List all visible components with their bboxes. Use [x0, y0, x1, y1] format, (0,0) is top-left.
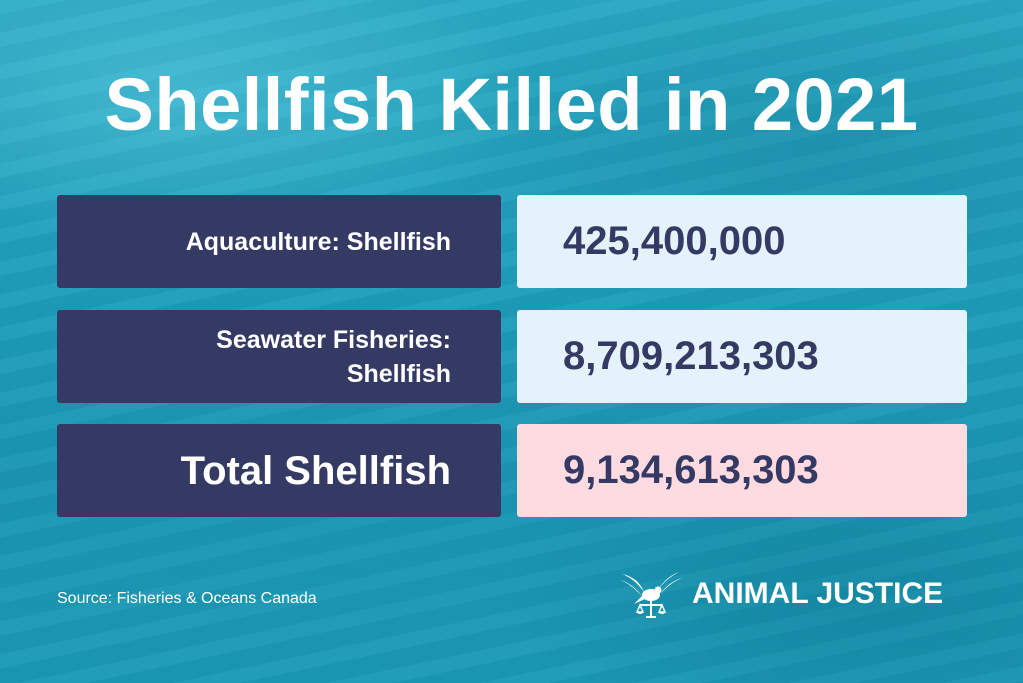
dove-scales-icon: [620, 572, 682, 618]
brand-name: ANIMAL JUSTICE: [692, 577, 944, 610]
row-label-line2: Shellfish: [346, 359, 451, 388]
table-row-total: Total Shellfish 9,134,613,303: [57, 424, 967, 517]
brand-logo: ANIMAL JUSTICE: [618, 568, 943, 620]
row-label: Aquaculture: Shellfish: [57, 195, 501, 288]
total-value-text: 9,134,613,303: [563, 448, 819, 492]
total-label-text: Total Shellfish: [180, 448, 451, 493]
row-value: 8,709,213,303: [517, 310, 967, 403]
total-value: 9,134,613,303: [517, 424, 967, 517]
row-value-text: 425,400,000: [563, 219, 786, 263]
row-value: 425,400,000: [517, 195, 967, 288]
table-row: Seawater Fisheries: Shellfish 8,709,213,…: [57, 310, 967, 403]
row-label-text: Aquaculture: Shellfish: [185, 227, 451, 256]
source-note: Source: Fisheries & Oceans Canada: [57, 590, 317, 607]
total-label: Total Shellfish: [57, 424, 501, 517]
row-value-text: 8,709,213,303: [563, 334, 819, 378]
row-label: Seawater Fisheries: Shellfish: [57, 310, 501, 403]
page-title: Shellfish Killed in 2021: [104, 63, 919, 146]
table-row: Aquaculture: Shellfish 425,400,000: [57, 195, 967, 288]
row-label-line1: Seawater Fisheries:: [216, 325, 451, 354]
